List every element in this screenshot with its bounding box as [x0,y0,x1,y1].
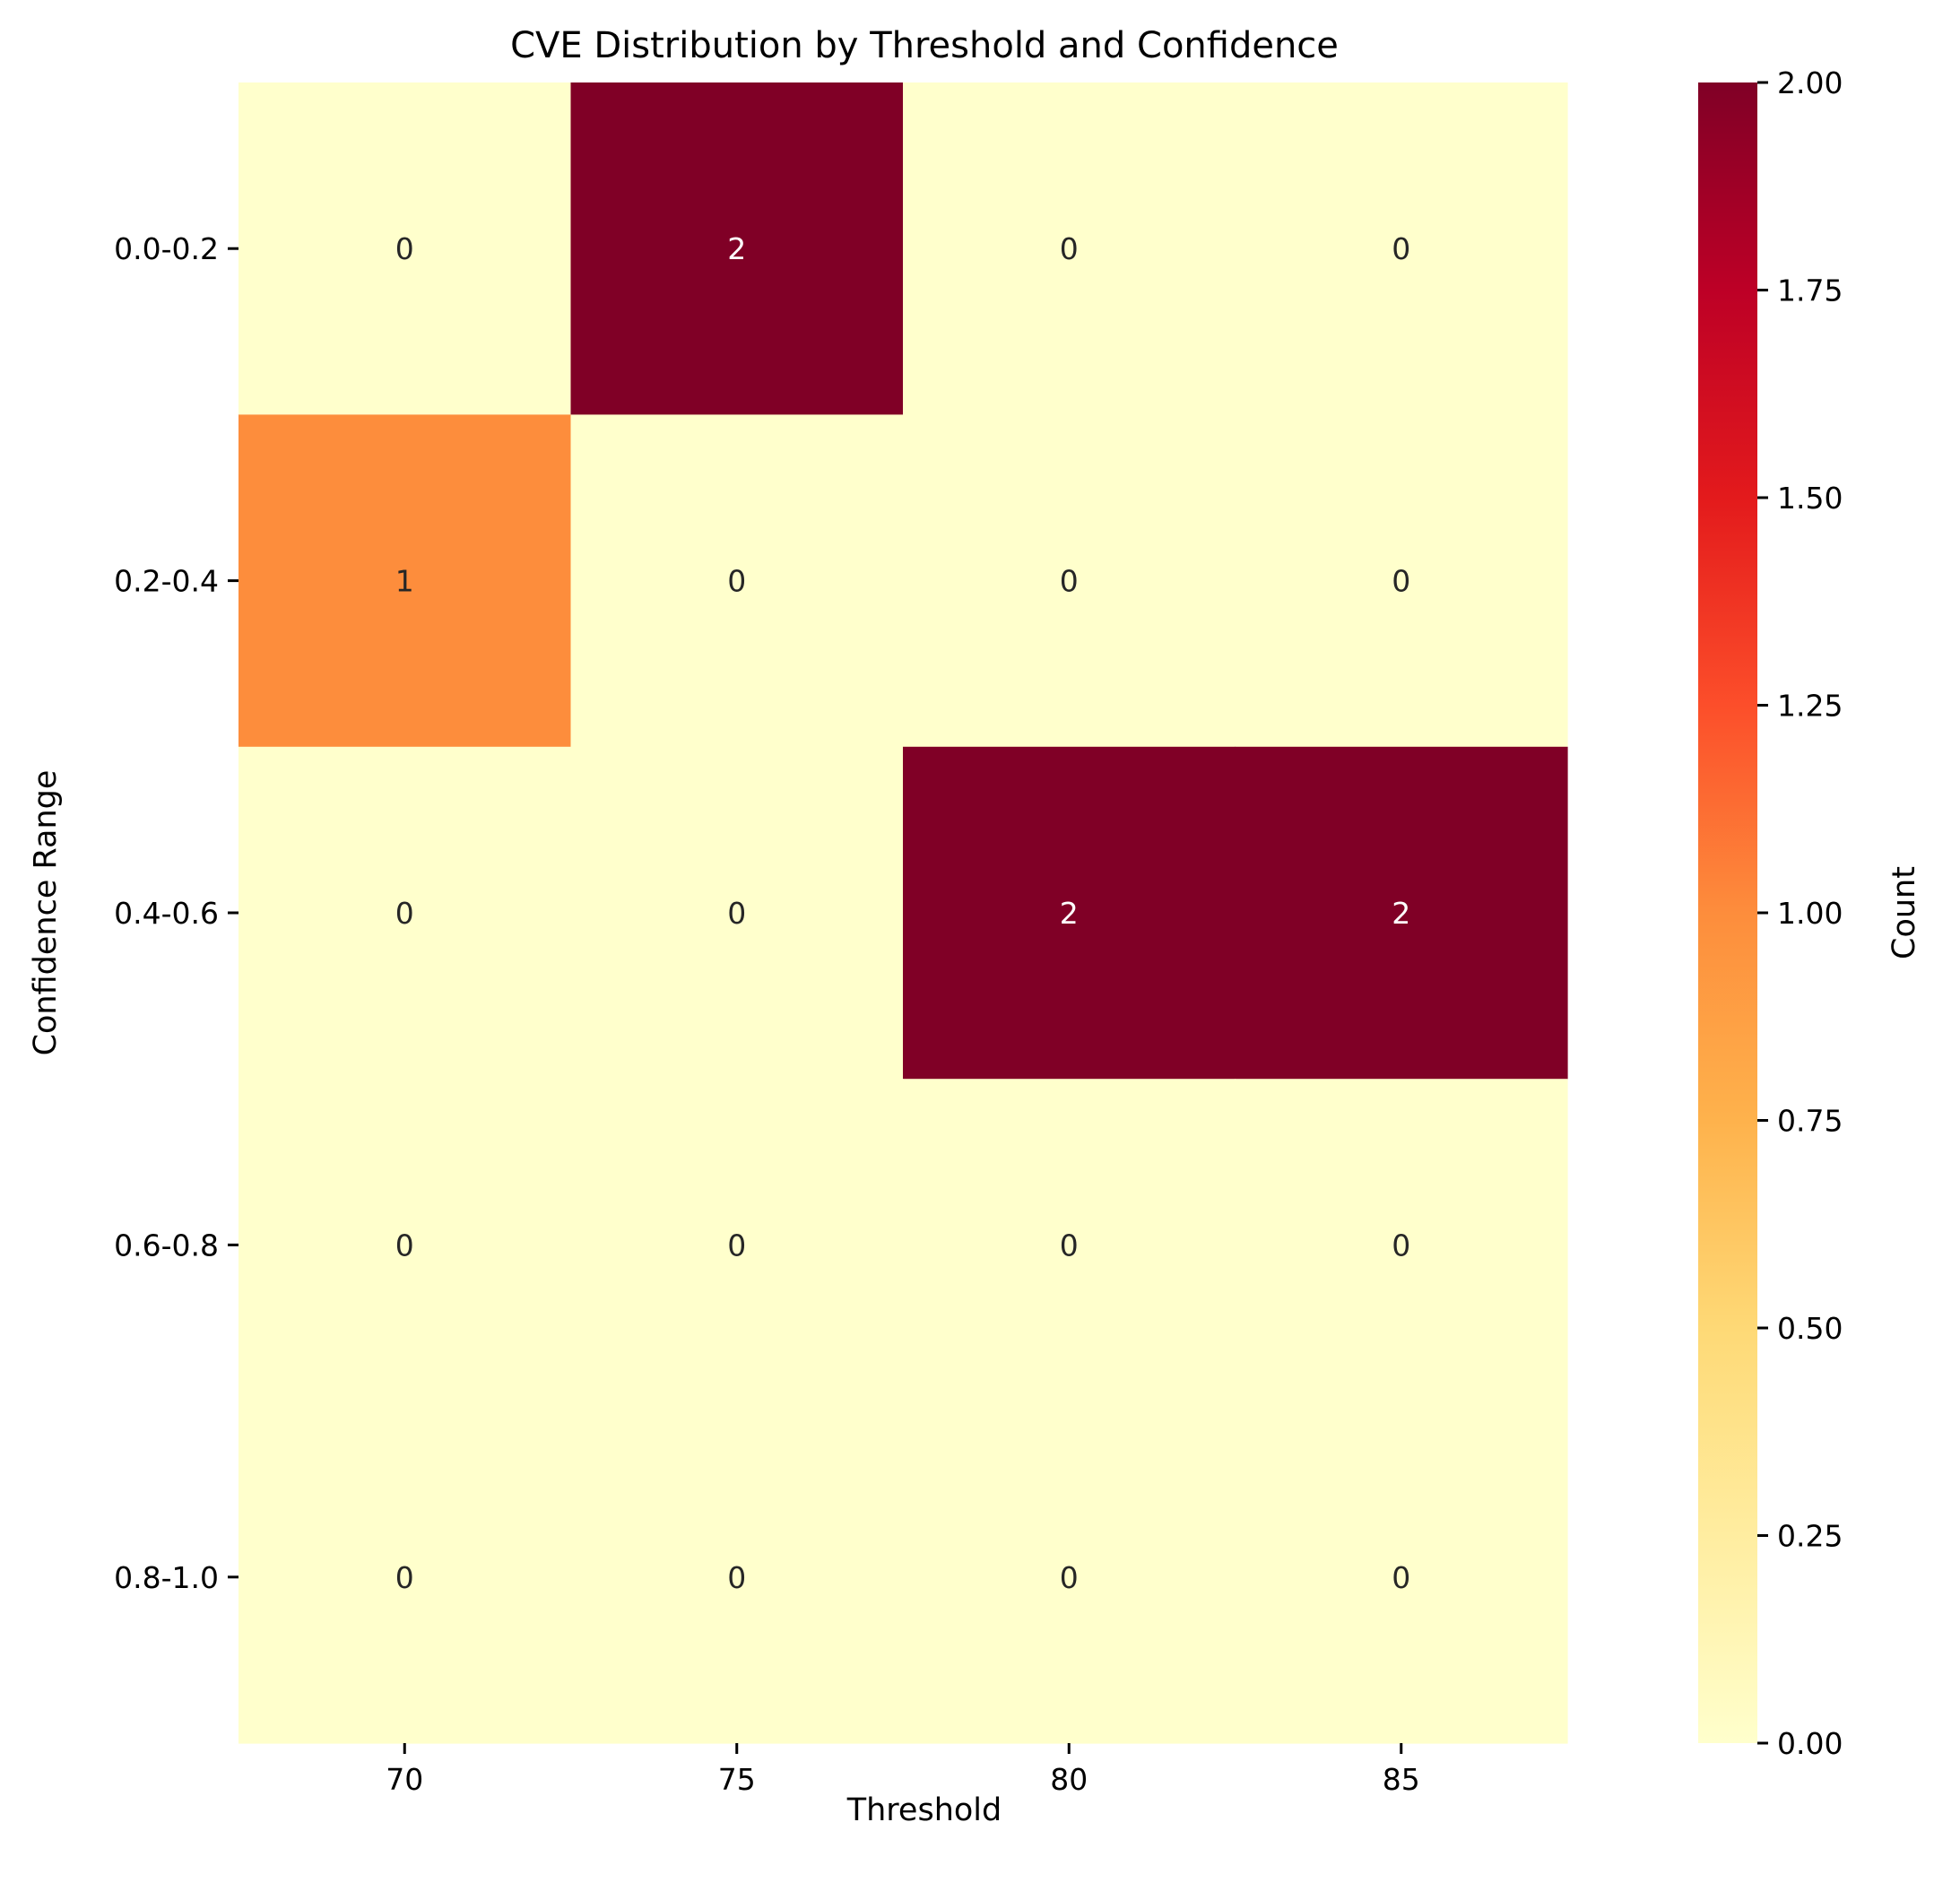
colorbar-tick-label: 2.00 [1777,65,1843,100]
x-tick-label: 80 [1050,1762,1088,1797]
cell-value-label: 0 [1392,564,1410,599]
cell-value-label: 0 [727,1560,746,1595]
y-tick-label: 0.0-0.2 [114,231,219,266]
colorbar-tick-label: 1.75 [1777,273,1843,308]
heatmap-cell [903,1079,1236,1412]
y-tick-label: 0.6-0.8 [114,1228,219,1263]
colorbar-tick-label: 1.50 [1777,481,1843,516]
x-tick-label: 85 [1383,1762,1420,1797]
x-tick-label: 70 [386,1762,423,1797]
colorbar-label: Count [1886,866,1922,959]
cell-value-label: 0 [395,1228,414,1263]
cell-value-label: 1 [395,564,414,599]
colorbar [1698,82,1757,1743]
heatmap-cell [570,82,904,415]
cell-value-label: 0 [1060,231,1079,266]
heatmap-cell [238,414,572,748]
heatmap-cell [238,82,572,415]
cell-value-label: 0 [727,564,746,599]
colorbar-ticks: 0.00 0.25 0.50 0.75 1.00 1.25 1.50 1.75 2.00 [1757,65,1843,1761]
y-tick-label: 0.4-0.6 [114,896,219,931]
chart-title: CVE Distribution by Threshold and Confid… [510,25,1339,66]
heatmap-cell [1235,746,1568,1080]
x-axis-label: Threshold [846,1792,1002,1828]
cell-value-label: 0 [395,231,414,266]
heatmap-cell [1235,414,1568,748]
heatmap-cell [903,746,1236,1080]
cell-value-label: 2 [727,231,746,266]
cell-value-label: 0 [727,896,746,931]
heatmap-cell [903,414,1236,748]
heatmap-cell [238,1079,572,1412]
heatmap-cell [903,82,1236,415]
y-tick-label: 0.2-0.4 [114,564,219,599]
cell-value-label: 0 [1060,1560,1079,1595]
heatmap-cell [903,1410,1236,1744]
x-tick-label: 75 [718,1762,756,1797]
heatmap-cell [1235,1410,1568,1744]
y-tick-label: 0.8-1.0 [114,1560,219,1595]
y-axis-ticks: 0.0-0.2 0.2-0.4 0.4-0.6 0.6-0.8 0.8-1.0 [114,231,238,1595]
colorbar-tick-label: 0.50 [1777,1311,1843,1346]
colorbar-tick-label: 0.00 [1777,1726,1843,1761]
colorbar-tick-label: 0.25 [1777,1519,1843,1554]
cell-value-label: 0 [395,896,414,931]
colorbar-tick-label: 0.75 [1777,1104,1843,1139]
heatmap-cell [570,1079,904,1412]
colorbar-tick-label: 1.25 [1777,689,1843,724]
cell-value-label: 0 [1060,1228,1079,1263]
colorbar-tick-label: 1.00 [1777,896,1843,931]
heatmap-cell [570,1410,904,1744]
heatmap-cell [238,746,572,1080]
cell-value-label: 0 [395,1560,414,1595]
heatmap-cell [1235,1079,1568,1412]
cell-value-label: 0 [727,1228,746,1263]
cell-value-label: 2 [1392,896,1410,931]
x-axis-ticks: 70 75 80 85 [386,1743,1420,1797]
cell-value-label: 2 [1060,896,1079,931]
heatmap-cell [570,746,904,1080]
heatmap-cell [238,1410,572,1744]
cell-value-label: 0 [1392,1560,1410,1595]
heatmap-cell-labels: 0 2 0 0 1 0 0 0 0 0 2 2 0 0 0 0 0 0 0 0 [395,231,1411,1595]
cell-value-label: 0 [1392,1228,1410,1263]
cell-value-label: 0 [1060,564,1079,599]
heatmap-cells [238,82,1568,1744]
cell-value-label: 0 [1392,231,1410,266]
heatmap-cell [570,414,904,748]
y-axis-label: Confidence Range [28,770,64,1056]
heatmap-cell [1235,82,1568,415]
